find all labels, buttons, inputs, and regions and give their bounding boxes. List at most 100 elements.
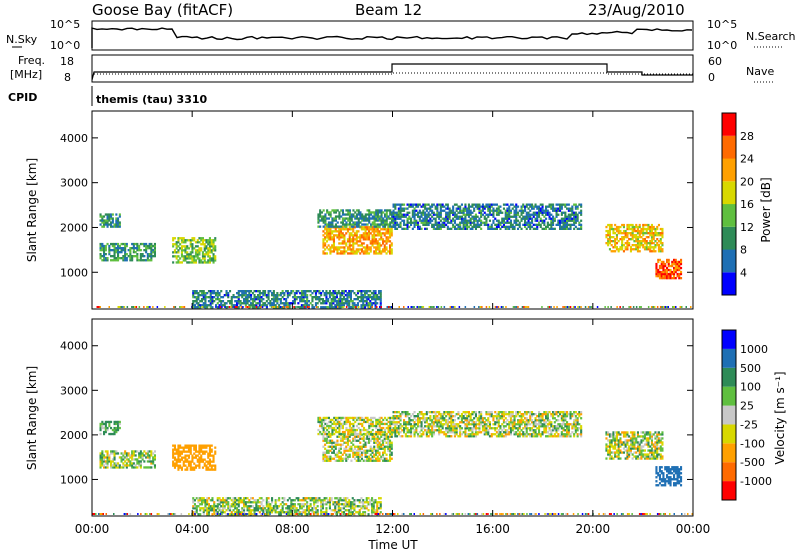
heatmap-cell (113, 253, 116, 256)
heatmap-cell (110, 249, 113, 252)
heatmap-cell (200, 501, 203, 504)
cpid-value: themis (tau) 3310 (96, 93, 208, 106)
heatmap-cell (103, 244, 106, 248)
heatmap-cell (189, 253, 192, 256)
heatmap-cell (385, 223, 388, 226)
heatmap-cell (368, 230, 371, 233)
heatmap-cell (208, 251, 211, 254)
heatmap-cell (330, 509, 333, 512)
heatmap-cell (210, 466, 213, 469)
heatmap-cell (360, 447, 363, 450)
heatmap-cell (239, 497, 242, 500)
heatmap-cell (571, 217, 574, 220)
heatmap-cell (462, 207, 465, 210)
heatmap-cell (127, 458, 130, 461)
heatmap-cell (370, 211, 373, 214)
heatmap-cell (369, 449, 372, 452)
nsky-series-line (91, 27, 693, 48)
heatmap-cell (364, 252, 367, 255)
heatmap-cell (279, 298, 282, 301)
heatmap-cell (369, 242, 372, 245)
heatmap-cell (576, 207, 579, 210)
heatmap-cell (485, 203, 488, 206)
heatmap-cell (382, 232, 385, 235)
nsky-tick-low: 10^0 (50, 39, 80, 52)
heatmap-cell (650, 229, 653, 233)
heatmap-cell (103, 253, 106, 256)
heatmap-cell (359, 435, 362, 438)
heatmap-cell (258, 505, 261, 508)
heatmap-cell (338, 232, 341, 235)
heatmap-cell (633, 225, 636, 229)
heatmap-cell (368, 221, 371, 224)
heatmap-cell (134, 255, 137, 258)
heatmap-cell (227, 292, 230, 295)
heatmap-cell (281, 296, 284, 299)
heatmap-cell (543, 223, 546, 226)
heatmap-cell (194, 249, 197, 252)
heatmap-cell (673, 275, 676, 278)
heatmap-cell (487, 223, 490, 226)
heatmap-cell (285, 300, 288, 303)
heatmap-cell (153, 255, 156, 258)
heatmap-cell (345, 306, 348, 308)
heatmap-cell (350, 225, 353, 228)
heatmap-cell (389, 428, 392, 432)
heatmap-cell (376, 302, 379, 305)
heatmap-cell (293, 507, 296, 510)
heatmap-cell (364, 449, 367, 452)
heatmap-cell (511, 227, 514, 230)
heatmap-cell (536, 227, 539, 230)
heatmap-cell (375, 250, 378, 253)
heatmap-cell (559, 225, 562, 228)
heatmap-cell (332, 236, 335, 239)
heatmap-cell (153, 244, 156, 248)
heatmap-cell (375, 451, 378, 454)
heatmap-cell (640, 306, 642, 308)
heatmap-cell (207, 243, 210, 246)
heatmap-cell (122, 454, 125, 457)
heatmap-cell (118, 422, 121, 426)
heatmap-cell (322, 221, 325, 224)
heatmap-cell (196, 454, 199, 457)
heatmap-cell (318, 290, 321, 293)
heatmap-cell (636, 244, 639, 247)
heatmap-cell (399, 223, 402, 226)
heatmap-cell (213, 292, 216, 295)
heatmap-cell (531, 225, 534, 228)
heatmap-cell (553, 219, 556, 222)
heatmap-cell (355, 418, 358, 422)
heatmap-cell (434, 205, 437, 208)
heatmap-cell (239, 304, 242, 307)
heatmap-cell (453, 221, 456, 224)
heatmap-cell (241, 296, 244, 299)
heatmap-cell (645, 223, 648, 227)
heatmap-cell (331, 236, 334, 239)
heatmap-cell (492, 221, 495, 224)
heatmap-cell (348, 505, 351, 508)
heatmap-cell (488, 209, 491, 212)
heatmap-cell (392, 419, 395, 422)
heatmap-cell (194, 245, 197, 248)
heatmap-cell (215, 509, 218, 512)
heatmap-cell (299, 505, 302, 508)
heatmap-cell (234, 505, 237, 508)
heatmap-cell (193, 511, 196, 514)
heatmap-cell (378, 248, 381, 251)
heatmap-cell (608, 240, 611, 243)
heatmap-cell (103, 251, 106, 254)
heatmap-cell (253, 306, 256, 309)
heatmap-cell (134, 466, 137, 469)
heatmap-cell (642, 232, 645, 235)
heatmap-cell (473, 217, 476, 220)
heatmap-cell (566, 221, 569, 224)
heatmap-cell (569, 209, 572, 212)
heatmap-cell (636, 238, 639, 241)
heatmap-cell (621, 244, 624, 247)
heatmap-cell (258, 302, 261, 305)
heatmap-cell (548, 213, 551, 216)
heatmap-cell (244, 290, 247, 293)
heatmap-cell (331, 439, 334, 442)
heatmap-cell (647, 227, 650, 231)
heatmap-cell (192, 511, 195, 514)
